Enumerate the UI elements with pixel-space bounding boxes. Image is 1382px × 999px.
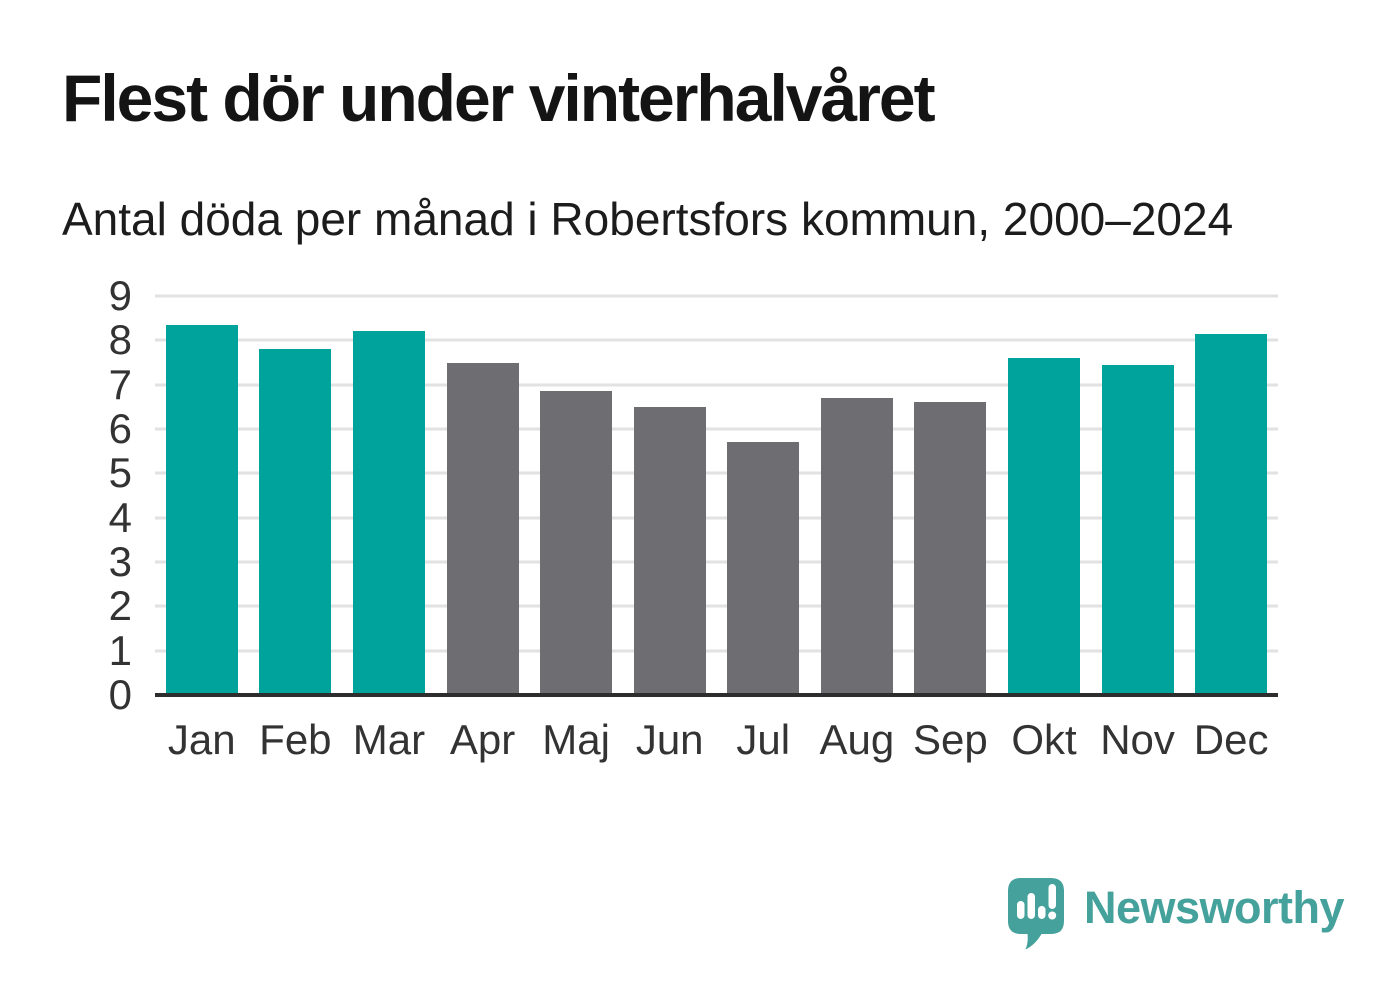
bar-maj bbox=[540, 391, 613, 695]
x-axis-tick-label: Dec bbox=[1193, 716, 1269, 763]
x-axis-tick-label: Maj bbox=[542, 716, 610, 763]
bar-cell-maj bbox=[529, 296, 623, 695]
y-axis-tick-label: 2 bbox=[108, 582, 132, 630]
bar-cell-jan bbox=[155, 296, 249, 695]
x-axis-tick-label: Aug bbox=[819, 716, 895, 763]
bar-jul bbox=[727, 442, 800, 695]
bar-jan bbox=[165, 324, 238, 695]
bar-cell-apr bbox=[436, 296, 530, 695]
y-axis-tick-label: 6 bbox=[108, 405, 132, 453]
x-axis-tick-label: Feb bbox=[259, 716, 332, 763]
bar-cell-mar bbox=[342, 296, 436, 695]
bar-okt bbox=[1007, 358, 1080, 695]
plot-area bbox=[155, 294, 1278, 697]
newsworthy-logo-icon bbox=[1008, 878, 1064, 950]
chart-title: Flest dör under vinterhalvåret bbox=[62, 61, 936, 135]
bar-sep bbox=[914, 402, 987, 695]
bar-dec bbox=[1195, 333, 1268, 695]
bar-cell-jun bbox=[623, 296, 717, 695]
x-axis-tick-label: Okt bbox=[1011, 716, 1077, 763]
bar-cell-dec bbox=[1184, 296, 1278, 695]
bar-cell-feb bbox=[249, 296, 343, 695]
newsworthy-logo-text: Newsworthy bbox=[1084, 882, 1345, 933]
grid-line bbox=[155, 604, 1278, 608]
y-axis-tick-label: 5 bbox=[108, 449, 132, 497]
bar-mar bbox=[352, 331, 425, 695]
newsworthy-logo: Newsworthy bbox=[1008, 878, 1345, 952]
y-axis-tick-label: 4 bbox=[108, 493, 132, 541]
bar-cell-okt bbox=[997, 296, 1091, 695]
bar-jun bbox=[633, 406, 706, 695]
y-axis-tick-label: 0 bbox=[108, 671, 132, 718]
bar-cell-jul bbox=[716, 296, 810, 695]
x-axis-tick-label: Sep bbox=[913, 716, 988, 763]
x-axis-labels: Jan Feb Mar Apr Maj Jun Jul Aug Sep Okt Nov Dec bbox=[155, 716, 1278, 764]
y-axis-tick-label: 3 bbox=[108, 538, 132, 586]
bar-apr bbox=[446, 362, 519, 695]
grid-line bbox=[155, 471, 1278, 475]
x-axis-line bbox=[155, 693, 1278, 697]
bar-feb bbox=[259, 349, 332, 695]
bar-cell-aug bbox=[810, 296, 904, 695]
bar-nov bbox=[1101, 364, 1174, 695]
y-axis-tick-label: 7 bbox=[108, 360, 132, 408]
chart-subtitle: Antal döda per månad i Robertsfors kommu… bbox=[62, 193, 1234, 245]
bar-cell-sep bbox=[904, 296, 998, 695]
bar-series bbox=[155, 296, 1278, 695]
x-axis-tick-label: Apr bbox=[449, 716, 516, 763]
grid-line bbox=[155, 294, 1278, 298]
grid-line bbox=[155, 649, 1278, 653]
bar-cell-nov bbox=[1091, 296, 1185, 695]
grid-line bbox=[155, 338, 1278, 342]
bar-aug bbox=[820, 397, 893, 695]
grid-line bbox=[155, 383, 1278, 387]
x-axis-tick-label: Jul bbox=[736, 716, 791, 763]
grid-line bbox=[155, 516, 1278, 520]
x-axis-tick-label: Mar bbox=[352, 716, 426, 763]
grid-line bbox=[155, 560, 1278, 564]
x-axis-tick-label: Jan bbox=[167, 716, 236, 763]
x-axis-tick-label: Jun bbox=[635, 716, 704, 763]
y-axis-tick-label: 1 bbox=[108, 626, 132, 674]
y-axis-tick-label: 8 bbox=[108, 316, 132, 364]
grid-line bbox=[155, 427, 1278, 431]
x-axis-tick-label: Nov bbox=[1100, 716, 1175, 763]
y-axis-tick-label: 9 bbox=[108, 272, 132, 319]
